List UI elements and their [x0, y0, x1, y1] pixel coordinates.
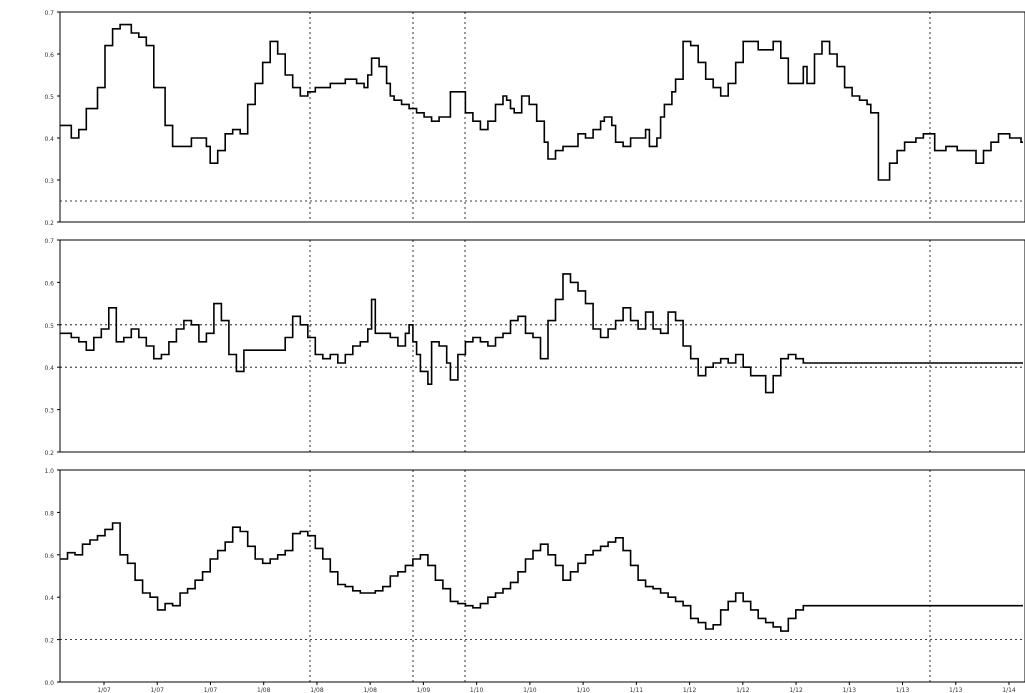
y-tick-label: 0.2: [44, 220, 54, 227]
y-tick-label: 0.8: [44, 510, 54, 517]
x-tick-label: 1/10: [470, 687, 484, 693]
y-tick-label: 0.5: [44, 323, 54, 330]
panel-frame: [59, 11, 1025, 223]
x-tick-label: 1/10: [576, 687, 590, 693]
x-tick-label: 1/13: [896, 687, 910, 693]
panel-frame: [59, 469, 1025, 683]
x-tick-label: 1/13: [949, 687, 963, 693]
x-tick-label: 1/12: [736, 687, 750, 693]
x-tick-label: 1/12: [683, 687, 697, 693]
y-tick-label: 0.7: [44, 238, 54, 245]
panel-2: 0.7 0.6 0.5 0.4 0.3 0.2: [44, 238, 1025, 457]
x-tick-label: 1/07: [150, 687, 164, 693]
x-tick-label: 1/08: [257, 687, 271, 693]
y-tick-label: 0.3: [44, 408, 54, 415]
y-tick-label: 0.6: [44, 553, 54, 560]
panel-frame: [59, 239, 1025, 453]
y-tick-label: 1.0: [44, 468, 54, 475]
y-tick-label: 0.4: [44, 365, 54, 372]
x-tick-label: 1/14: [1002, 687, 1016, 693]
y-tick-label: 0.4: [44, 136, 54, 143]
x-tick-label: 1/08: [310, 687, 324, 693]
series-line: [60, 522, 1023, 632]
y-tick-label: 0.6: [44, 280, 54, 287]
x-tick-label: 1/12: [789, 687, 803, 693]
series-line: [60, 273, 1023, 394]
y-tick-label: 0.2: [44, 638, 54, 645]
x-tick-label: 1/11: [630, 687, 644, 693]
y-tick-label: 0.7: [44, 10, 54, 17]
y-tick-label: 0.2: [44, 450, 54, 457]
x-tick-label: 1/08: [363, 687, 377, 693]
x-tick-label: 1/07: [204, 687, 218, 693]
x-tick-label: 1/13: [843, 687, 857, 693]
y-tick-label: 0.5: [44, 94, 54, 101]
series-line: [60, 23, 1023, 181]
x-tick-label: 1/10: [523, 687, 537, 693]
y-tick-label: 0.4: [44, 595, 54, 602]
y-tick-label: 0.6: [44, 52, 54, 59]
x-tick-label: 1/09: [417, 687, 431, 693]
y-tick-label: 0.3: [44, 178, 54, 185]
panel-1: 0.7 0.6 0.5 0.4 0.3 0.2: [44, 10, 1025, 227]
y-tick-label: 0.0: [44, 680, 54, 687]
x-tick-label: 1/07: [97, 687, 111, 693]
panel-3: 1.0 0.8 0.6 0.4 0.2 0.0 1/07 1/07 1/07 1/08 1/08 1/…: [44, 468, 1025, 693]
